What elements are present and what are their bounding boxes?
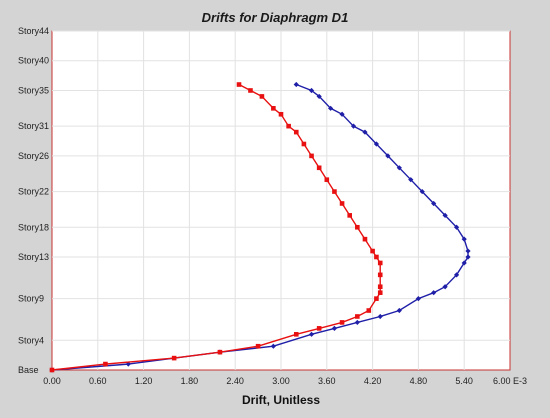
data-point bbox=[362, 129, 368, 135]
data-point bbox=[286, 123, 291, 129]
data-point bbox=[339, 201, 345, 206]
data-point bbox=[278, 111, 284, 117]
x-tick-label: 3.00 bbox=[272, 376, 290, 386]
y-tick-label: Story13 bbox=[18, 252, 49, 262]
data-point bbox=[125, 361, 131, 367]
data-point bbox=[271, 106, 276, 111]
data-point bbox=[350, 123, 357, 129]
data-point bbox=[316, 326, 322, 331]
data-point bbox=[431, 200, 437, 207]
data-point bbox=[328, 105, 334, 111]
y-tick-label: Story44 bbox=[18, 26, 49, 36]
data-point bbox=[316, 165, 322, 171]
data-point bbox=[236, 82, 242, 87]
data-point bbox=[465, 254, 471, 260]
data-point bbox=[301, 141, 307, 147]
data-point bbox=[293, 129, 299, 135]
data-point bbox=[259, 94, 265, 99]
data-point bbox=[293, 332, 299, 337]
data-point bbox=[396, 307, 402, 314]
x-tick-label: 0.60 bbox=[89, 376, 107, 386]
y-tick-label: Story9 bbox=[18, 294, 44, 304]
data-point bbox=[377, 313, 383, 320]
data-point bbox=[347, 213, 352, 218]
data-point bbox=[308, 331, 315, 337]
data-point bbox=[374, 296, 379, 301]
x-tick-label: 5.40 bbox=[455, 376, 473, 386]
data-point bbox=[408, 177, 414, 183]
series-line-1 bbox=[51, 83, 469, 371]
data-point bbox=[293, 81, 299, 88]
y-tick-label: Story18 bbox=[18, 222, 49, 232]
data-point bbox=[442, 284, 448, 290]
data-point bbox=[355, 224, 360, 230]
data-point bbox=[377, 272, 383, 278]
x-tick-label: 0.00 bbox=[43, 376, 61, 386]
data-point bbox=[385, 153, 391, 159]
data-point bbox=[366, 308, 372, 313]
data-point bbox=[419, 188, 425, 195]
x-tick-label: 4.80 bbox=[410, 376, 428, 386]
data-point bbox=[461, 236, 467, 242]
y-tick-label: Story31 bbox=[18, 121, 49, 131]
x-tick-label: 3.60 bbox=[318, 376, 336, 386]
data-point bbox=[316, 93, 322, 100]
data-point bbox=[431, 290, 437, 296]
series-layer bbox=[49, 81, 471, 373]
data-point bbox=[377, 290, 383, 295]
data-point bbox=[453, 224, 460, 230]
data-point bbox=[270, 343, 276, 349]
data-point bbox=[465, 248, 471, 254]
x-tick-label: 1.20 bbox=[135, 376, 153, 386]
data-point bbox=[415, 296, 421, 302]
x-tick-label: 1.80 bbox=[181, 376, 199, 386]
grid-layer bbox=[52, 30, 510, 370]
data-point bbox=[354, 319, 360, 326]
data-point bbox=[331, 325, 338, 331]
data-point bbox=[103, 361, 108, 367]
data-point bbox=[442, 212, 448, 218]
data-point bbox=[362, 236, 368, 242]
data-point bbox=[217, 349, 223, 355]
data-point bbox=[339, 320, 345, 325]
data-point bbox=[339, 111, 345, 117]
data-point bbox=[355, 314, 360, 319]
data-point bbox=[248, 88, 253, 93]
chart-title: Drifts for Diaphragm D1 bbox=[201, 10, 349, 25]
y-tick-label: Story26 bbox=[18, 151, 49, 161]
data-point bbox=[374, 254, 379, 260]
data-point bbox=[308, 87, 315, 94]
data-point bbox=[255, 343, 261, 349]
data-point bbox=[396, 165, 402, 171]
y-tick-label: Story40 bbox=[18, 56, 49, 66]
tick-layer: 0.00 0.60 1.20 1.80 2.40 3.00 3.60 4.20 4.80 5.40… bbox=[18, 26, 527, 386]
data-point bbox=[370, 248, 375, 254]
x-tick-label: 2.40 bbox=[226, 376, 244, 386]
data-point bbox=[373, 141, 380, 147]
y-tick-label: Story35 bbox=[18, 85, 49, 95]
y-tick-label: Story22 bbox=[18, 187, 49, 197]
data-point bbox=[332, 189, 337, 194]
data-point bbox=[461, 260, 467, 266]
x-tick-label: 6.00 E-3 bbox=[493, 376, 527, 386]
data-point bbox=[171, 355, 177, 361]
data-point bbox=[453, 272, 460, 278]
data-point bbox=[49, 367, 55, 373]
data-point bbox=[377, 260, 383, 266]
data-point bbox=[377, 284, 383, 290]
y-tick-label: Story4 bbox=[18, 335, 44, 345]
data-point bbox=[324, 177, 330, 182]
data-point bbox=[309, 153, 314, 159]
y-tick-label: Base bbox=[18, 365, 39, 375]
x-tick-label: 4.20 bbox=[364, 376, 382, 386]
x-axis-label: Drift, Unitless bbox=[242, 393, 320, 407]
